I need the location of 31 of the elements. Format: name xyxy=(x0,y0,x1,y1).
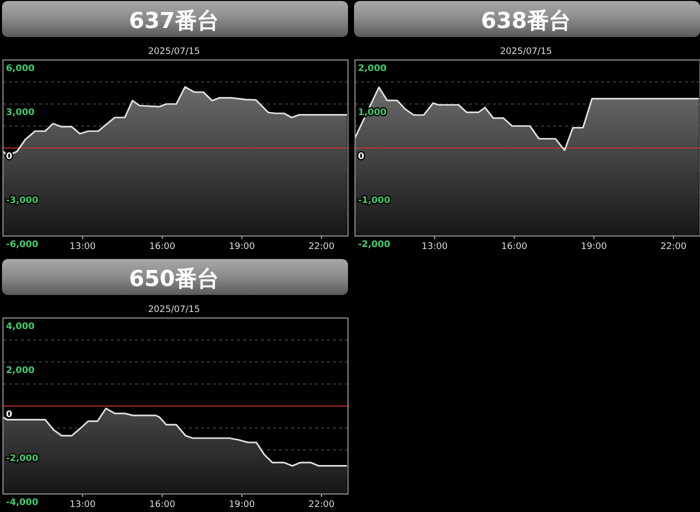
x-tick-label: 22:00 xyxy=(660,242,687,252)
chart-subtitle: 2025/07/15 xyxy=(500,47,552,57)
x-tick-label: 19:00 xyxy=(228,500,256,510)
x-tick-label: 16:00 xyxy=(149,242,176,252)
y-tick-label: 6,000 xyxy=(6,64,34,74)
y-tick-label: -3,000 xyxy=(6,196,38,206)
chart-subtitle: 2025/07/15 xyxy=(148,305,200,315)
x-tick-label: 19:00 xyxy=(580,242,608,252)
x-tick-label: 13:00 xyxy=(422,242,448,252)
y-tick-label: -2,000 xyxy=(358,240,390,250)
x-tick-label: 22:00 xyxy=(308,242,335,252)
y-tick-label: -6,000 xyxy=(6,240,38,250)
chart-title: 638番台 xyxy=(481,9,571,34)
y-tick-label: 0 xyxy=(6,410,12,420)
x-tick-label: 16:00 xyxy=(149,500,176,510)
y-tick-label: 2,000 xyxy=(358,64,386,74)
y-tick-label: -1,000 xyxy=(358,196,390,206)
chart-title: 637番台 xyxy=(129,9,219,34)
chart-subtitle: 2025/07/15 xyxy=(148,47,200,57)
y-tick-label: 4,000 xyxy=(6,322,34,332)
x-tick-label: 19:00 xyxy=(228,242,256,252)
x-tick-label: 13:00 xyxy=(70,242,96,252)
y-tick-label: -4,000 xyxy=(6,498,38,508)
x-tick-label: 16:00 xyxy=(501,242,528,252)
chart-title: 650番台 xyxy=(129,267,219,292)
y-tick-label: 3,000 xyxy=(6,108,34,118)
x-tick-label: 22:00 xyxy=(308,500,335,510)
y-tick-label: 2,000 xyxy=(6,366,34,376)
y-tick-label: 0 xyxy=(358,152,364,162)
y-tick-label: -2,000 xyxy=(6,454,38,464)
x-tick-label: 13:00 xyxy=(70,500,96,510)
